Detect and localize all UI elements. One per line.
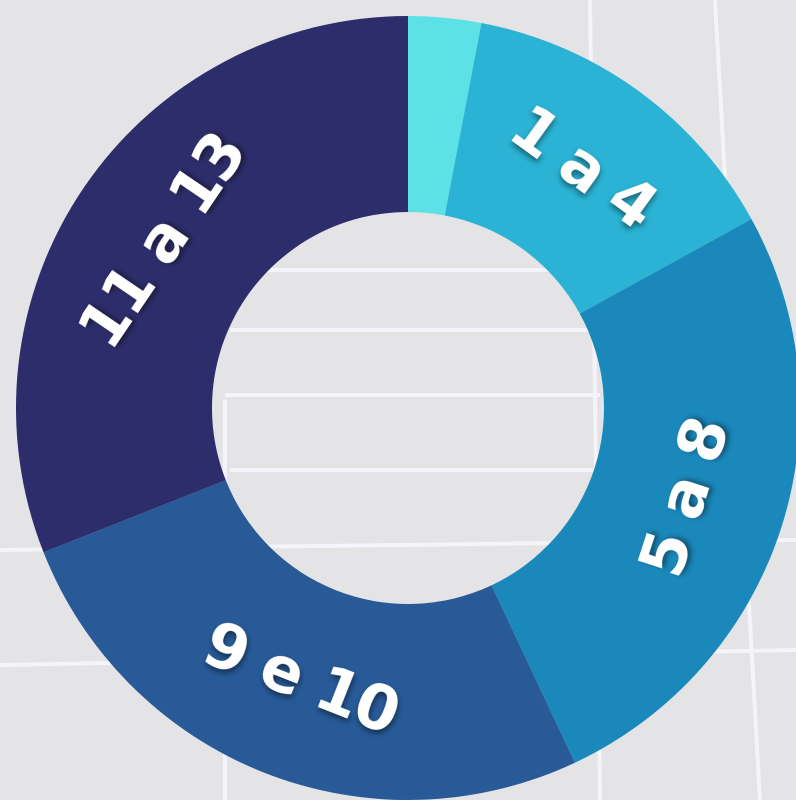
donut-segment xyxy=(444,22,752,314)
donut-segment xyxy=(491,219,796,763)
donut-segment xyxy=(408,16,482,216)
donut-segment xyxy=(16,16,409,553)
donut-segment xyxy=(43,480,575,800)
